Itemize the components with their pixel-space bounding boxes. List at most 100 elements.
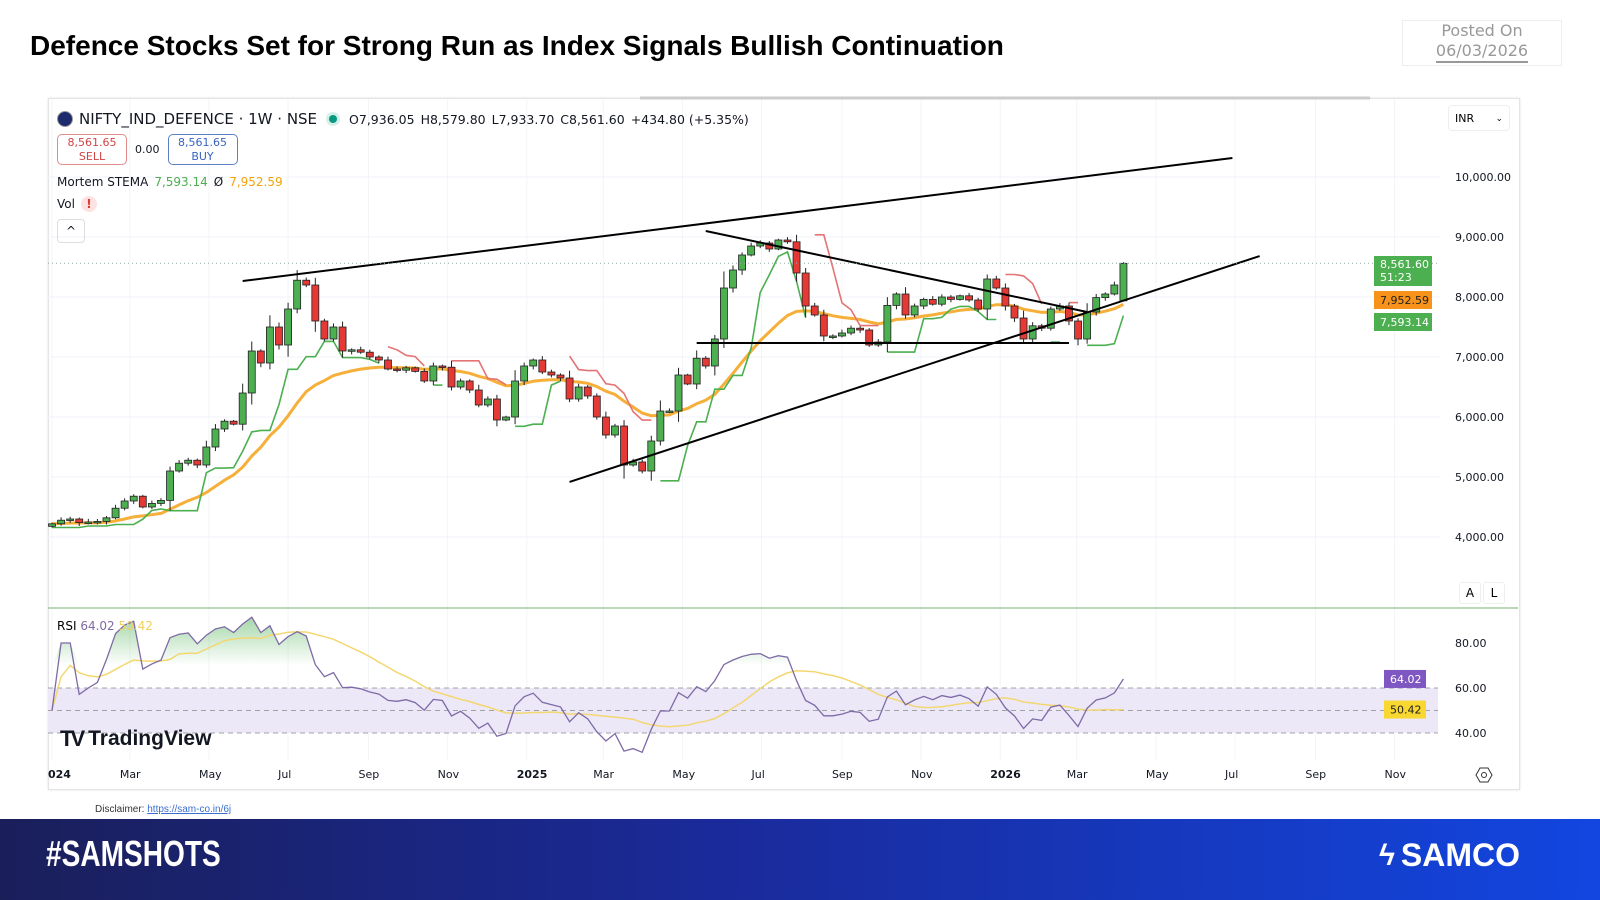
settings-icon [1475, 767, 1493, 783]
trail-down-line [387, 345, 425, 367]
candle-up [710, 338, 719, 367]
candle-down [438, 365, 447, 368]
time-axis-tick: May [672, 768, 695, 781]
rsi-line [51, 616, 1124, 754]
candle-up [129, 495, 138, 502]
auto-scale-button[interactable]: A [1459, 582, 1481, 604]
candle-down [420, 370, 429, 382]
samco-brand: SAMCO [1400, 837, 1520, 873]
time-axis-tick: 2026 [990, 768, 1021, 781]
tradingview-watermark: TV TradingView [60, 726, 211, 752]
tradingview-brand: TradingView [88, 727, 212, 750]
candle-up [692, 357, 701, 385]
stema-fast-line [1087, 315, 1125, 347]
warning-icon[interactable]: ! [80, 196, 97, 212]
candle-down [928, 298, 937, 305]
candle-down [311, 284, 320, 322]
price-label: 7,952.59 [1380, 294, 1429, 307]
sell-label: SELL [78, 150, 106, 163]
candle-down [493, 398, 501, 421]
trail-down-line [1005, 273, 1043, 305]
candle-down [583, 386, 592, 397]
time-axis-tick: Sep [359, 768, 380, 781]
disclaimer-link[interactable]: https://sam-co.in/6j [147, 804, 232, 815]
footer-banner: #SAMSHOTS ϟ SAMCO [0, 819, 1600, 900]
candle-down [701, 357, 710, 367]
symbol-title[interactable]: NIFTY_IND_DEFENCE · 1W · NSE [79, 110, 318, 128]
buy-button[interactable]: 8,561.65 BUY [167, 134, 238, 165]
rsi-value: 64.02 [80, 619, 115, 633]
symbol-logo-icon [57, 111, 73, 127]
time-axis-tick: Jul [751, 768, 765, 781]
time-axis-tick: Jul [1224, 768, 1238, 781]
trendline-descending-resistance [705, 230, 1088, 313]
stema-slow-line [51, 303, 1125, 526]
candle-down [338, 326, 347, 352]
candle-down [1019, 317, 1028, 340]
candle-up [956, 295, 964, 300]
candle-down [193, 459, 202, 466]
price-pane [48, 234, 1128, 529]
hashtag: #SAMSHOTS [46, 833, 221, 874]
candle-up [329, 326, 338, 340]
candle-down [856, 327, 865, 331]
candle-down [1065, 305, 1073, 322]
candle-down [783, 239, 792, 243]
rsi-ma-value: 50.42 [118, 619, 153, 633]
rsi-legend[interactable]: RSI 64.02 50.42 [57, 619, 153, 633]
indicator-legend-stema[interactable]: Mortem STEMA 7,593.14 Ø 7,952.59 [57, 171, 749, 193]
collapse-legend-button[interactable]: ^ [57, 219, 85, 243]
candle-down [947, 296, 955, 300]
vol-label: Vol [57, 197, 75, 211]
candle-down [356, 349, 365, 353]
candle-up [147, 502, 156, 508]
indicator-separator: Ø [213, 175, 224, 189]
candle-down [374, 356, 383, 361]
time-axis-tick: Sep [1305, 768, 1326, 781]
candle-up [238, 392, 247, 425]
candle-up [847, 327, 855, 334]
candle-up [120, 500, 129, 509]
candle-up [157, 499, 165, 504]
samco-logo-icon: ϟ [1379, 838, 1395, 872]
candle-up [266, 326, 274, 364]
indicator-fast-value: 7,593.14 [154, 175, 208, 189]
price-label-bg [1374, 291, 1432, 309]
time-axis-tick: 024 [48, 768, 71, 781]
candle-up [883, 304, 892, 343]
candle-down [365, 351, 374, 358]
ohlc-change: +434.80 (+5.35%) [630, 111, 749, 127]
time-axis-tick: May [1146, 768, 1169, 781]
price-axis-tick: 10,000.00 [1455, 171, 1511, 184]
log-scale-button[interactable]: L [1483, 582, 1505, 604]
candle-down [638, 461, 647, 472]
sell-button[interactable]: 8,561.65 SELL [57, 134, 127, 165]
price-axis-tick: 8,000.00 [1455, 291, 1504, 304]
candle-up [111, 507, 120, 519]
candle-down [810, 305, 819, 316]
price-axis-tick: 6,000.00 [1455, 411, 1504, 424]
price-axis-tick: 4,000.00 [1455, 531, 1504, 544]
stema-fast-line [515, 380, 561, 428]
rsi-overbought-fill [52, 617, 1124, 666]
chevron-down-icon: ⌄ [1495, 114, 1503, 124]
indicator-legend-vol[interactable]: Vol ! [57, 193, 749, 215]
candle-down [75, 518, 84, 523]
candle-up [1110, 284, 1119, 295]
candle-down [865, 329, 874, 346]
time-axis-tick: Mar [120, 768, 141, 781]
candle-up [1101, 293, 1110, 298]
candle-up [720, 287, 728, 340]
candle-up [166, 470, 174, 501]
candle-up [520, 365, 529, 382]
candle-down [974, 299, 983, 310]
ohlc-high: H8,579.80 [420, 111, 486, 127]
market-status-icon [329, 115, 338, 123]
currency-value: INR [1455, 112, 1475, 125]
candle-down [411, 367, 420, 372]
rsi-pane [48, 616, 1438, 754]
currency-select[interactable]: INR ⌄ [1448, 105, 1510, 131]
time-axis-tick: Jul [277, 768, 291, 781]
price-axis-tick: 7,000.00 [1455, 351, 1504, 364]
